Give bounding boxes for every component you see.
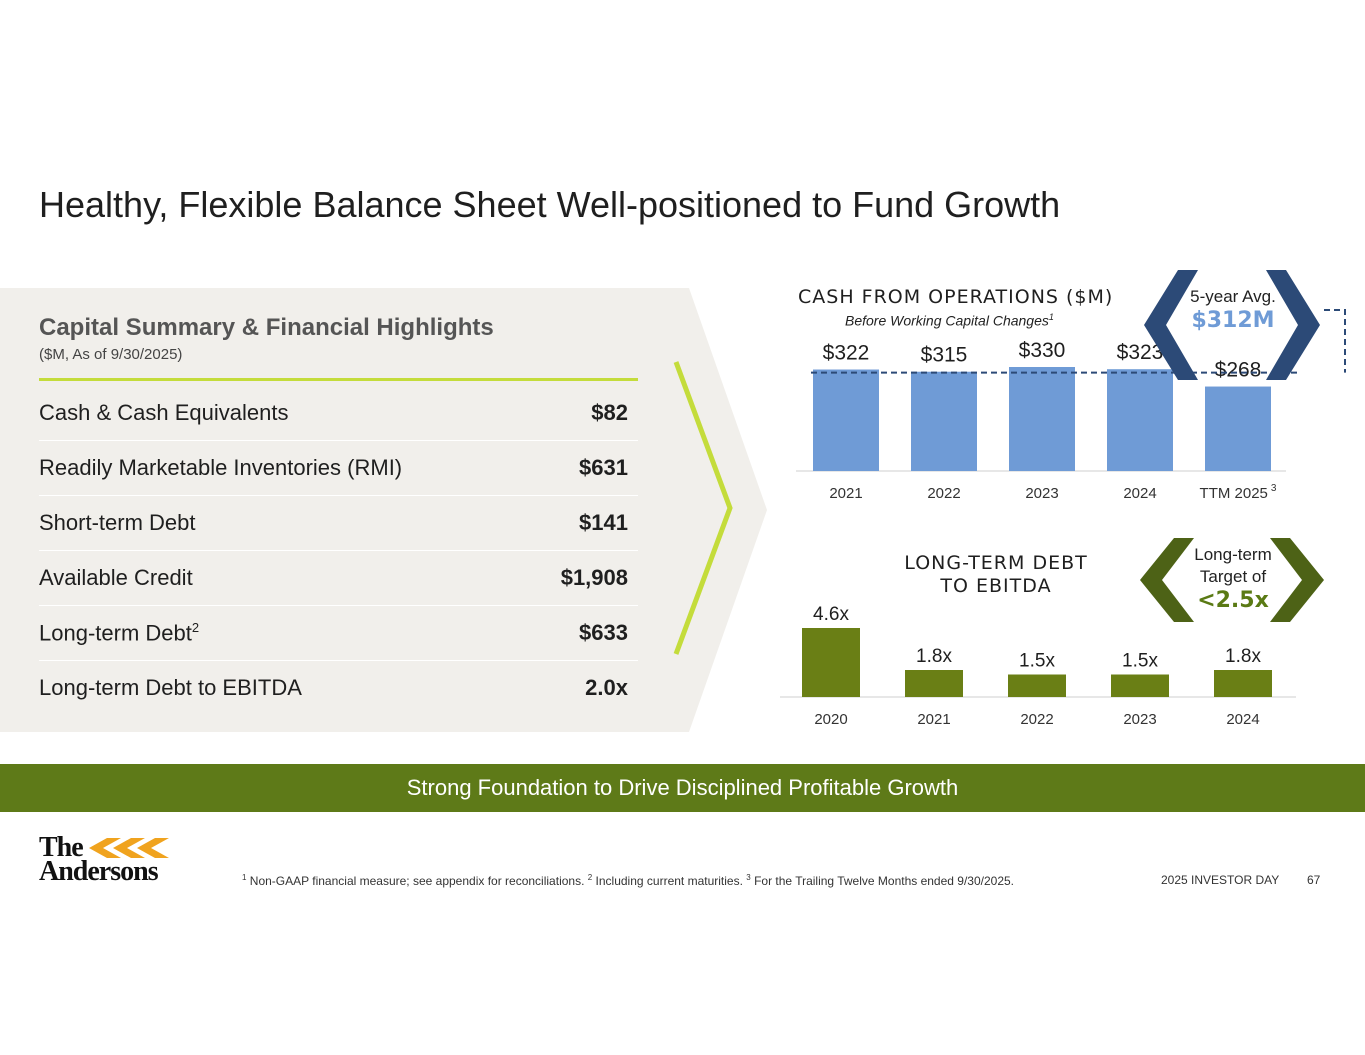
cash-tick-label: 2022 bbox=[927, 485, 960, 502]
debt-tick-label: 2021 bbox=[917, 711, 950, 728]
target-badge: Long-term Target of <2.5x bbox=[1180, 544, 1286, 612]
cash-bar-label: $330 bbox=[1019, 339, 1066, 362]
summary-row-value: $1,908 bbox=[560, 565, 628, 590]
cash-bar-label: $322 bbox=[823, 342, 870, 365]
cash-tick-label: 2024 bbox=[1123, 485, 1156, 502]
target-badge-line1: Long-term bbox=[1194, 545, 1272, 564]
debt-bar bbox=[1214, 670, 1272, 697]
average-badge-label: 5-year Avg. bbox=[1190, 287, 1276, 306]
page-number: 67 bbox=[1307, 873, 1321, 887]
summary-row-label: Short-term Debt bbox=[39, 510, 196, 535]
summary-row-value: 2.0x bbox=[585, 675, 628, 700]
debt-tick-label: 2023 bbox=[1123, 711, 1156, 728]
debt-chart-title: LONG-TERM DEBT TO EBITDA bbox=[904, 552, 1088, 597]
cash-chart-title: CASH FROM OPERATIONS ($M) bbox=[798, 286, 1114, 308]
debt-bar-label: 1.8x bbox=[916, 646, 952, 667]
target-badge-line2: Target of bbox=[1199, 567, 1267, 586]
summary-row: Short-term Debt $141 bbox=[39, 496, 638, 551]
summary-row: Readily Marketable Inventories (RMI) $63… bbox=[39, 441, 638, 496]
footnotes: 1 Non-GAAP financial measure; see append… bbox=[242, 873, 1015, 888]
capital-summary-subheading: ($M, As of 9/30/2025) bbox=[39, 346, 183, 363]
cash-bar bbox=[1107, 369, 1173, 471]
average-connector-path bbox=[1324, 309, 1346, 373]
cash-bar-label: $323 bbox=[1117, 341, 1164, 364]
debt-bar bbox=[905, 670, 963, 697]
summary-row-label: Long-term Debt2 bbox=[39, 619, 200, 646]
footnote-marker: 2 bbox=[191, 619, 200, 635]
average-badge: 5-year Avg. $312M bbox=[1180, 286, 1286, 335]
debt-to-ebitda-chart: 4.6x 2020 1.8x 2021 1.5x 2022 1.5x 2023 1.8x 2024 bbox=[780, 604, 1296, 728]
capital-summary-panel bbox=[0, 288, 767, 732]
summary-row-label: Available Credit bbox=[39, 565, 193, 590]
summary-row-label: Long-term Debt to EBITDA bbox=[39, 675, 302, 700]
capital-summary-table: Cash & Cash Equivalents $82 Readily Mark… bbox=[39, 386, 638, 715]
heading-divider bbox=[39, 378, 638, 381]
cash-bar bbox=[1205, 386, 1271, 471]
chevron-divider-icon bbox=[673, 361, 733, 655]
event-label: 2025 INVESTOR DAY bbox=[1161, 873, 1280, 887]
logo-line1: The bbox=[39, 834, 179, 862]
cash-from-operations-chart: $322 2021 $315 2022 $330 2023 $323 2024 $268 TTM … bbox=[796, 339, 1300, 502]
debt-bar bbox=[802, 628, 860, 697]
logo-line2: Andersons bbox=[39, 856, 159, 887]
summary-row-value: $82 bbox=[591, 400, 628, 425]
target-badge-arrows-icon bbox=[1140, 538, 1324, 622]
average-badge-value: $312M bbox=[1191, 308, 1275, 334]
cash-tick-label: 2023 bbox=[1025, 485, 1058, 502]
summary-row: Long-term Debt to EBITDA 2.0x bbox=[39, 661, 638, 715]
cash-bar bbox=[813, 369, 879, 471]
cash-chart-subtitle: Before Working Capital Changes1 bbox=[845, 312, 1054, 329]
debt-bar-label: 1.5x bbox=[1122, 651, 1158, 672]
summary-row: Cash & Cash Equivalents $82 bbox=[39, 386, 638, 441]
debt-tick-label: 2024 bbox=[1226, 711, 1259, 728]
cash-tick-label: TTM 2025 3 bbox=[1200, 483, 1277, 502]
debt-bar-label: 1.5x bbox=[1019, 651, 1055, 672]
summary-row-value: $141 bbox=[579, 510, 628, 535]
debt-tick-label: 2020 bbox=[814, 711, 847, 728]
wheat-icon bbox=[88, 838, 169, 858]
company-logo: The Andersons bbox=[39, 834, 179, 887]
summary-row-label: Cash & Cash Equivalents bbox=[39, 400, 289, 425]
debt-bar bbox=[1008, 674, 1066, 697]
debt-bar bbox=[1111, 674, 1169, 697]
cash-bar-label: $268 bbox=[1215, 359, 1262, 382]
bottom-banner: Strong Foundation to Drive Disciplined P… bbox=[0, 764, 1365, 812]
capital-summary-heading: Capital Summary & Financial Highlights bbox=[39, 314, 494, 341]
cash-bar bbox=[911, 371, 977, 471]
summary-row-value: $631 bbox=[579, 455, 628, 480]
debt-bar-label: 1.8x bbox=[1225, 646, 1261, 667]
summary-row-label: Readily Marketable Inventories (RMI) bbox=[39, 455, 403, 480]
debt-tick-label: 2022 bbox=[1020, 711, 1053, 728]
average-badge-arrows-icon bbox=[1144, 270, 1320, 380]
average-connector-line bbox=[1324, 309, 1346, 373]
cash-bar bbox=[1009, 367, 1075, 471]
debt-bar-label: 4.6x bbox=[813, 604, 849, 625]
summary-row: Available Credit $1,908 bbox=[39, 551, 638, 606]
cash-tick-label: 2021 bbox=[829, 485, 862, 502]
target-badge-value: <2.5x bbox=[1197, 588, 1269, 613]
cash-bar-label: $315 bbox=[921, 344, 968, 367]
page-title: Healthy, Flexible Balance Sheet Well-pos… bbox=[39, 184, 1061, 225]
summary-row-value: $633 bbox=[579, 620, 628, 645]
summary-row: Long-term Debt2 $633 bbox=[39, 606, 638, 661]
